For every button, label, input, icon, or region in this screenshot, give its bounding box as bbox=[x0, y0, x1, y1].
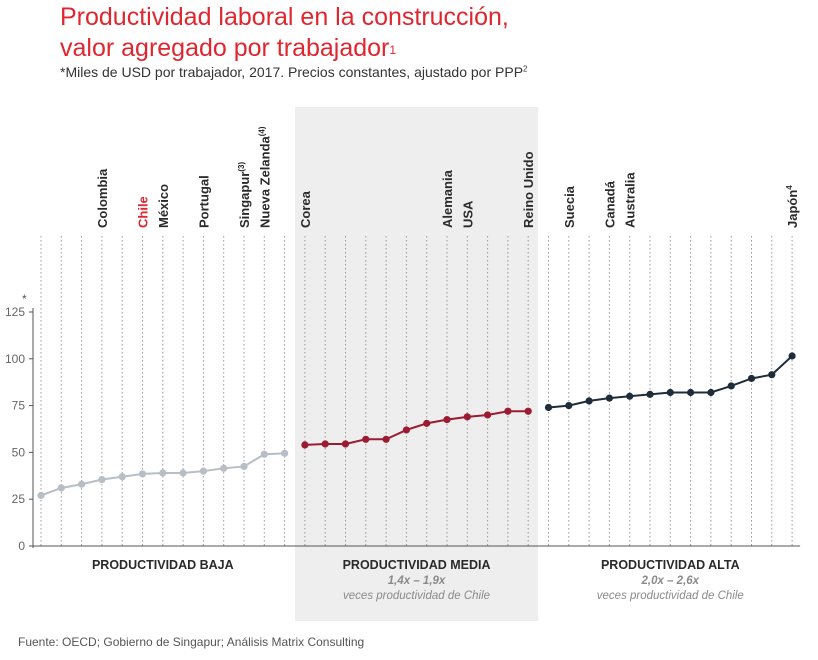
productivity-chart: * 0 25 50 75 100 125 Colombia Chile México Portuga… bbox=[5, 107, 801, 621]
medium-productivity-band bbox=[294, 107, 539, 621]
group-range: 1,4x – 1,9x bbox=[388, 575, 446, 587]
y-tick-label: 0 bbox=[18, 539, 25, 553]
data-point bbox=[544, 403, 553, 412]
data-point bbox=[463, 413, 471, 421]
data-point bbox=[199, 467, 207, 475]
y-tick-label: 75 bbox=[12, 399, 26, 413]
group-label: PRODUCTIVIDAD BAJA bbox=[92, 558, 234, 572]
country-footnote: (4) bbox=[257, 126, 266, 136]
y-tick-label: 100 bbox=[5, 352, 25, 366]
chart-subtitle: *Miles de USD por trabajador, 2017. Prec… bbox=[60, 64, 528, 80]
data-point bbox=[423, 419, 431, 427]
data-point bbox=[260, 450, 268, 458]
country-name: Portugal bbox=[196, 175, 211, 228]
country-label: Colombia bbox=[95, 168, 110, 228]
data-point bbox=[321, 440, 329, 448]
data-point bbox=[57, 484, 65, 492]
country-name: Reino Unido bbox=[521, 151, 536, 228]
country-footnote: (3) bbox=[237, 162, 246, 172]
subtitle-text: *Miles de USD por trabajador, 2017. Prec… bbox=[60, 64, 524, 80]
data-point bbox=[788, 352, 796, 360]
group-note: veces productividad de Chile bbox=[597, 590, 744, 602]
title-line-1: Productividad laboral en la construcción… bbox=[60, 3, 509, 31]
data-point bbox=[626, 392, 634, 400]
y-tick-label: 50 bbox=[12, 445, 26, 459]
y-tick-label: 125 bbox=[5, 305, 25, 319]
country-label: Japón4 bbox=[785, 185, 800, 228]
data-point bbox=[78, 480, 86, 488]
title-footnote: 1 bbox=[389, 43, 397, 57]
country-name: Suecia bbox=[562, 185, 577, 228]
data-point bbox=[118, 473, 126, 481]
country-label: Chile bbox=[136, 196, 151, 228]
country-label: Singapur(3) bbox=[237, 162, 252, 228]
data-point bbox=[362, 435, 370, 443]
country-label: Corea bbox=[298, 190, 313, 228]
data-point bbox=[37, 491, 45, 500]
group-note: veces productividad de Chile bbox=[343, 590, 490, 602]
country-label: Nueva Zelanda(4) bbox=[257, 126, 272, 228]
country-name: Nueva Zelanda bbox=[257, 135, 272, 228]
country-label: USA bbox=[460, 200, 475, 228]
data-point bbox=[565, 402, 573, 410]
country-label: Portugal bbox=[196, 175, 211, 228]
country-name: Canadá bbox=[602, 180, 617, 228]
data-point bbox=[687, 388, 695, 397]
country-label: Canadá bbox=[602, 180, 617, 228]
data-point bbox=[727, 382, 735, 390]
subtitle-footnote: 2 bbox=[523, 64, 528, 74]
y-tick-label: 25 bbox=[12, 492, 26, 506]
country-name: USA bbox=[460, 200, 475, 228]
group-range: 2,0x – 2,6x bbox=[641, 575, 700, 587]
group-label: PRODUCTIVIDAD MEDIA bbox=[343, 558, 491, 572]
title-line-2: valor agregado por trabajador bbox=[60, 34, 390, 62]
country-name: Colombia bbox=[95, 168, 110, 228]
data-point bbox=[301, 441, 309, 449]
data-point bbox=[138, 470, 147, 478]
country-name: Australia bbox=[623, 172, 638, 228]
data-point bbox=[768, 371, 776, 379]
group-label: PRODUCTIVIDAD ALTA bbox=[601, 558, 740, 572]
data-point bbox=[240, 462, 248, 471]
country-name: Japón bbox=[785, 190, 800, 228]
data-point bbox=[524, 407, 532, 415]
data-point bbox=[646, 390, 654, 398]
data-point bbox=[605, 394, 614, 402]
country-name: Singapur bbox=[237, 172, 252, 228]
y-axis-marker: * bbox=[22, 292, 27, 306]
country-name: Alemania bbox=[440, 169, 455, 228]
country-label: Reino Unido bbox=[521, 151, 536, 228]
data-point bbox=[443, 416, 451, 424]
data-point bbox=[484, 411, 492, 419]
data-point bbox=[341, 440, 350, 448]
data-point bbox=[382, 435, 390, 443]
data-point bbox=[281, 449, 289, 457]
series-line-2 bbox=[548, 355, 793, 409]
data-point bbox=[98, 475, 106, 484]
country-label: Alemania bbox=[440, 169, 455, 228]
country-footnote: 4 bbox=[785, 185, 794, 190]
data-point bbox=[747, 374, 756, 383]
country-name: Corea bbox=[298, 190, 313, 228]
data-point bbox=[402, 426, 410, 434]
data-point bbox=[666, 388, 674, 397]
country-label: Suecia bbox=[562, 185, 577, 228]
data-point bbox=[220, 464, 228, 472]
data-point bbox=[179, 469, 187, 477]
data-point bbox=[707, 388, 715, 397]
chart-title: Productividad laboral en la construcción… bbox=[60, 2, 509, 64]
data-point bbox=[159, 469, 167, 477]
country-name: México bbox=[156, 184, 171, 228]
country-label: México bbox=[156, 184, 171, 228]
source-note: Fuente: OECD; Gobierno de Singapur; Anál… bbox=[18, 635, 365, 649]
data-point bbox=[504, 407, 512, 415]
data-point bbox=[585, 397, 593, 405]
country-name: Chile bbox=[136, 196, 151, 228]
country-label: Australia bbox=[623, 172, 638, 228]
